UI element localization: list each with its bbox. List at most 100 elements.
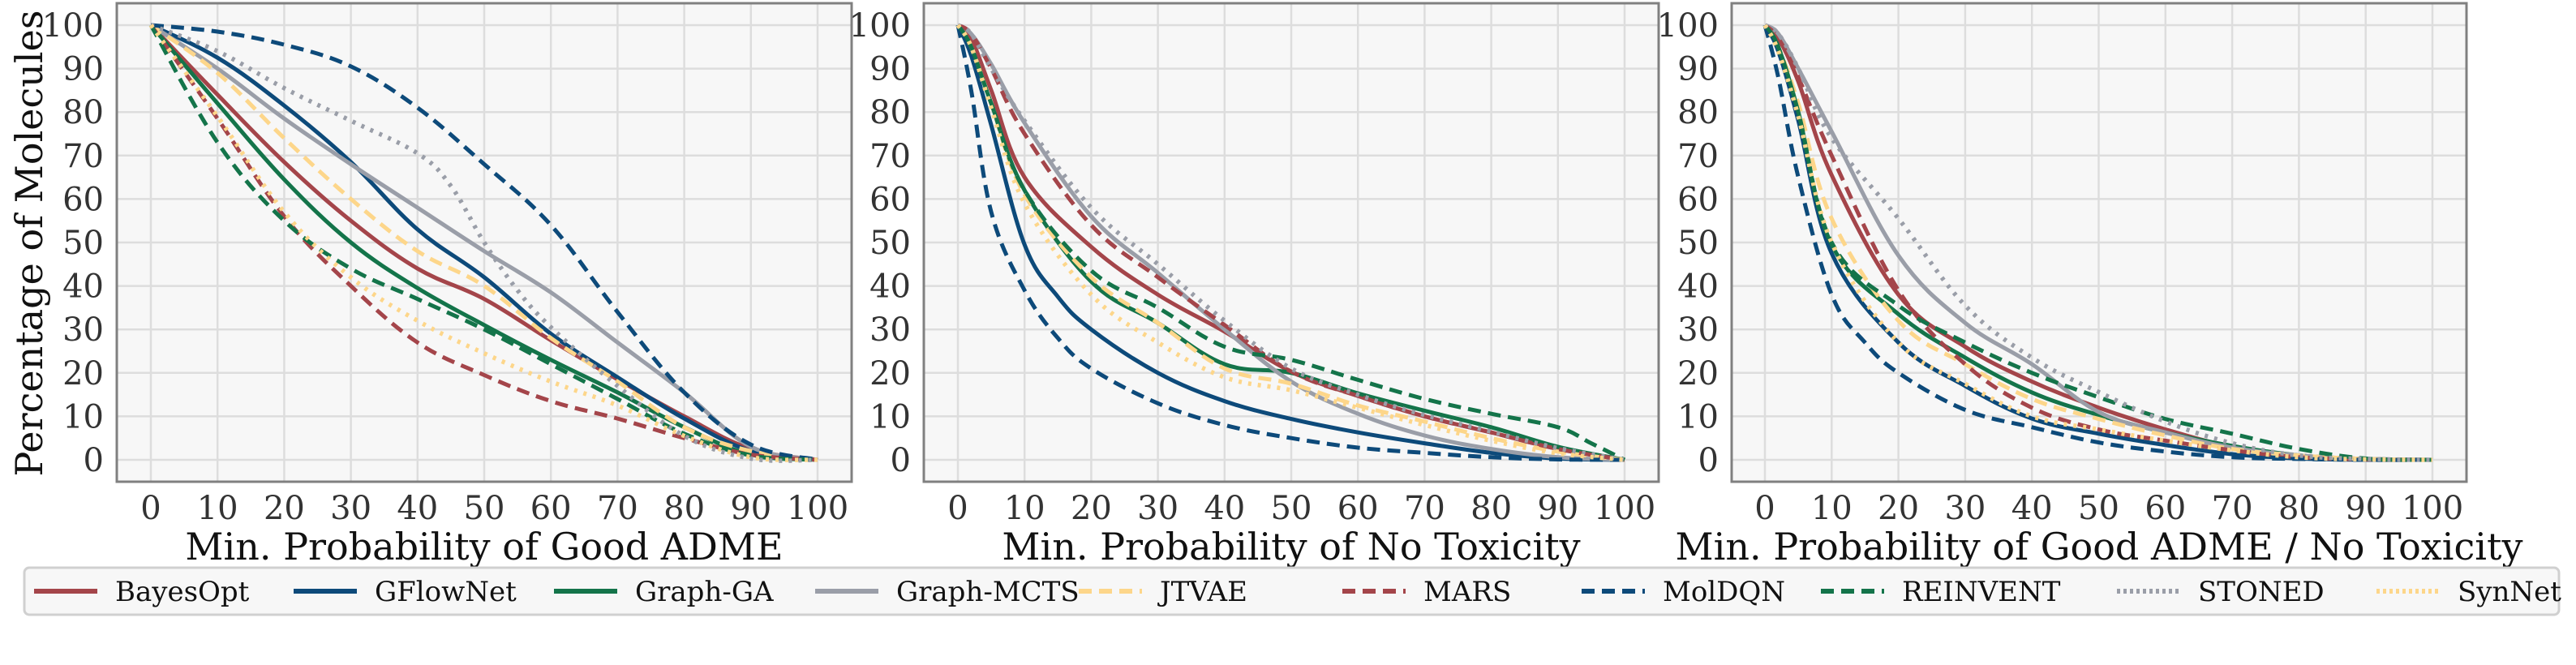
x-tick-label: 100 [1594,490,1655,527]
y-tick-label: 90 [869,51,911,88]
legend-label: MolDQN [1663,576,1785,608]
x-tick-label: 60 [530,490,572,527]
legend-item-synnet: SynNet [2376,576,2561,608]
series-line-reinvent [1762,24,2433,462]
series-line-graph-ga [955,24,1625,462]
series-line-stoned [149,23,818,463]
legend-item-graph-mcts: Graph-MCTS [815,576,1080,608]
y-tick-label: 30 [869,311,911,349]
x-tick-label: 70 [2212,490,2253,527]
legend-item-stoned: STONED [2117,576,2325,608]
series-line-reinvent [148,24,818,462]
x-tick-label: 0 [1754,490,1775,527]
y-tick-label: 10 [1677,398,1719,435]
legend-label: STONED [2198,576,2325,608]
x-tick-label: 30 [330,490,371,527]
x-tick-label: 100 [2402,490,2463,527]
x-tick-label: 100 [787,490,848,527]
y-tick-label: 70 [1677,138,1719,175]
legend-item-jtvae: JTVAE [1079,576,1247,608]
y-tick-label: 0 [891,442,911,479]
x-tick-label: 80 [1470,490,1512,527]
y-tick-label: 60 [1677,181,1719,218]
y-tick-label: 80 [1677,94,1719,131]
y-tick-label: 50 [869,225,911,262]
x-tick-label: 90 [2345,490,2386,527]
x-tick-label: 20 [1878,490,1919,527]
legend-box [23,566,2561,616]
x-tick-label: 10 [1811,490,1853,527]
y-tick-label: 50 [1677,225,1719,262]
y-tick-label: 0 [84,442,104,479]
x-tick-label: 20 [1071,490,1112,527]
y-tick-label: 30 [62,311,104,349]
series-line-graph-mcts [149,23,818,462]
legend-label: MARS [1423,576,1511,608]
y-tick-label: 90 [1677,51,1719,88]
series-line-graph-ga [149,24,818,462]
x-axis-label: Min. Probability of Good ADME [185,525,783,568]
x-tick-label: 20 [264,490,305,527]
axes-frame [922,2,1660,483]
axes-frame [1730,2,2468,483]
x-tick-label: 50 [2078,490,2119,527]
legend-label: SynNet [2458,576,2561,608]
x-tick-label: 90 [1537,490,1578,527]
x-tick-label: 70 [1404,490,1445,527]
y-tick-label: 60 [869,181,911,218]
y-tick-label: 60 [62,181,104,218]
x-tick-label: 30 [1944,490,1986,527]
x-tick-label: 90 [730,490,771,527]
x-tick-label: 40 [1204,490,1245,527]
x-tick-label: 50 [464,490,505,527]
legend: BayesOpt GFlowNet Graph-GA Graph-MCTS JTVAE M… [23,566,2561,616]
series-line-gflownet [955,24,1625,462]
x-axis-label: Min. Probability of Good ADME / No Toxic… [1676,525,2523,568]
y-tick-label: 40 [62,268,104,306]
x-tick-label: 40 [2011,490,2053,527]
x-tick-label: 80 [2278,490,2320,527]
y-tick-label: 90 [62,51,104,88]
y-tick-label: 100 [1657,7,1719,45]
legend-label: GFlowNet [375,576,517,608]
series-line-synnet [955,24,1625,462]
legend-label: REINVENT [1902,576,2061,608]
y-axis-label: Percentage of Molecules [7,11,51,477]
legend-item-gflownet: GFlowNet [294,576,517,608]
y-tick-label: 70 [869,138,911,175]
x-tick-label: 10 [1004,490,1045,527]
panel-3: 0 10 20 30 40 50 60 70 80 90 100 0 10 20 30 40 50 60 70 80 9… [1657,2,2523,568]
x-tick-label: 0 [947,490,968,527]
series-line-mars [956,23,1625,462]
y-tick-label: 10 [869,398,911,435]
y-tick-label: 100 [42,7,104,45]
x-tick-label: 70 [597,490,638,527]
series-line-moldqn [150,23,818,462]
y-tick-label: 40 [869,268,911,306]
legend-label: Graph-MCTS [896,576,1080,608]
y-tick-label: 80 [62,94,104,131]
x-axis-label: Min. Probability of No Toxicity [1002,525,1580,568]
x-tick-label: 10 [197,490,238,527]
y-tick-label: 20 [1677,355,1719,393]
x-tick-label: 80 [663,490,705,527]
legend-item-graph-ga: Graph-GA [554,576,774,608]
panel-2: 0 10 20 30 40 50 60 70 80 90 100 0 10 20 30 40 50 60 70 80 9… [849,2,1660,568]
y-tick-label: 70 [62,138,104,175]
series-line-reinvent [955,24,1626,462]
y-tick-label: 80 [869,94,911,131]
legend-label: Graph-GA [635,576,774,608]
y-tick-label: 20 [869,355,911,393]
y-tick-label: 10 [62,398,104,435]
legend-item-mars: MARS [1342,576,1511,608]
legend-item-bayesopt: BayesOpt [34,576,250,608]
legend-label: JTVAE [1157,576,1247,608]
x-tick-label: 40 [397,490,438,527]
y-tick-label: 20 [62,355,104,393]
axes-frame [115,2,853,483]
series-line-moldqn [1762,24,2433,462]
series-line-gflownet [149,23,818,462]
y-tick-label: 100 [849,7,911,45]
series-line-moldqn [955,24,1625,462]
